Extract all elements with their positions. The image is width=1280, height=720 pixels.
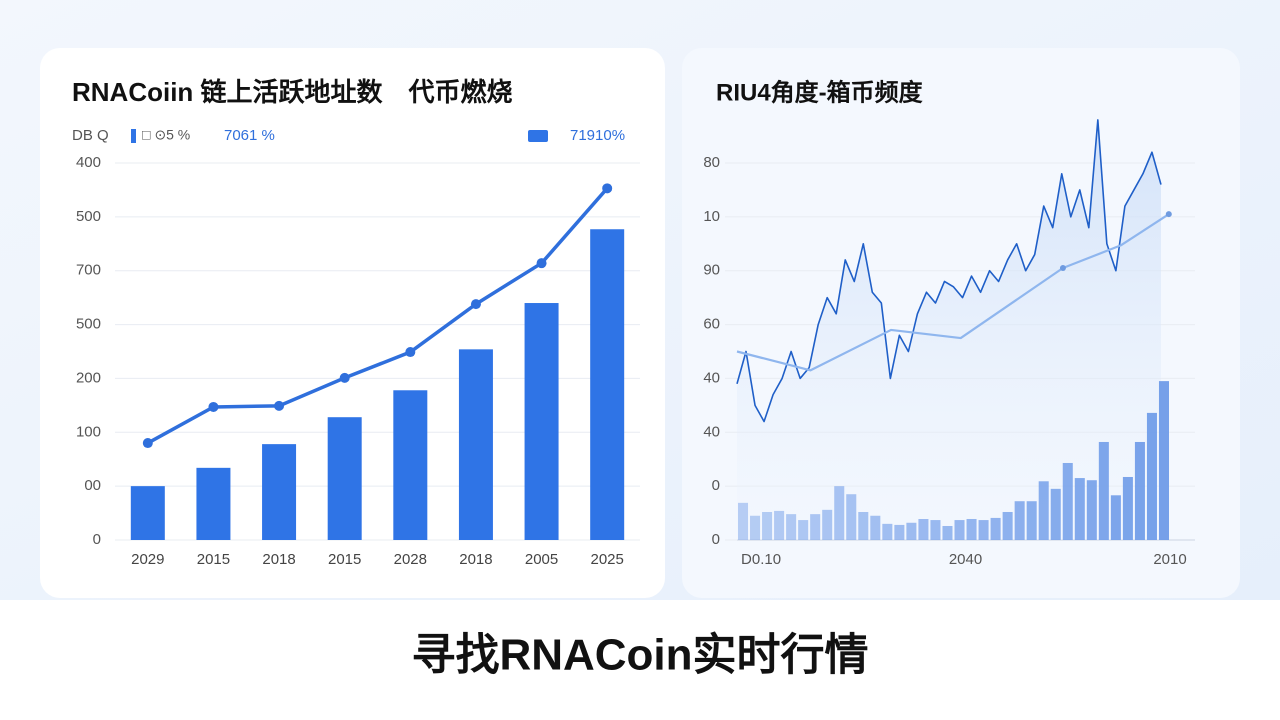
bar — [1158, 381, 1169, 540]
line-point — [470, 299, 481, 310]
x-tick-label: 2005 — [525, 551, 558, 568]
bar — [786, 514, 797, 540]
bar — [762, 511, 773, 540]
legend-icon — [131, 129, 136, 143]
bar — [590, 229, 625, 540]
x-tick-label: 2029 — [131, 551, 164, 568]
y-tick-label: 0 — [712, 531, 720, 548]
y-tick-label: 400 — [76, 154, 101, 171]
chart-title: RIU4角度-箱币频度 — [716, 78, 924, 106]
bar — [942, 525, 953, 540]
x-tick-label: 2015 — [328, 551, 361, 568]
note: □ ⊙5 % — [142, 127, 190, 143]
bar — [1074, 478, 1085, 540]
bar — [846, 494, 857, 540]
bar — [774, 510, 785, 540]
bar — [1038, 481, 1049, 540]
subtitle: DB Q — [72, 127, 109, 144]
bar — [130, 486, 165, 540]
bar — [798, 520, 809, 540]
line-point — [1059, 265, 1066, 272]
bar — [1110, 495, 1121, 540]
bar — [1134, 441, 1145, 540]
line — [736, 213, 1170, 372]
bar — [930, 520, 941, 540]
line-point — [208, 401, 219, 412]
bar — [978, 520, 989, 540]
x-tick-label: 2025 — [591, 551, 624, 568]
bar — [750, 515, 761, 540]
line-point — [405, 347, 416, 358]
bar — [966, 518, 977, 540]
legend-swatch — [528, 130, 548, 142]
y-tick-label: 00 — [84, 477, 101, 494]
bar — [738, 502, 749, 540]
bar — [1062, 462, 1073, 540]
y-tick-label: 700 — [76, 262, 101, 279]
line-point — [536, 258, 547, 269]
line-point — [339, 372, 350, 383]
x-tick-label: 2018 — [262, 551, 295, 568]
x-tick-label: 2010 — [1153, 551, 1186, 568]
bar — [1002, 511, 1013, 540]
bar — [894, 524, 905, 540]
bar — [954, 520, 965, 540]
y-tick-label: 100 — [76, 423, 101, 440]
x-tick-label: 2028 — [394, 551, 427, 568]
line — [146, 187, 609, 445]
y-tick-label: 500 — [76, 208, 101, 225]
y-tick-label: 80 — [703, 154, 720, 171]
bar — [870, 515, 881, 540]
y-tick-label: 0 — [712, 477, 720, 494]
bar — [918, 518, 929, 540]
x-tick-label: 2015 — [197, 551, 230, 568]
bar — [458, 349, 493, 540]
y-tick-label: 0 — [93, 531, 101, 548]
caption: 寻找RNACoin实时行情 — [411, 631, 868, 680]
area-fill — [737, 119, 1161, 541]
y-tick-label: 40 — [703, 369, 720, 386]
line-point — [1165, 211, 1172, 218]
y-tick-label: 40 — [703, 423, 720, 440]
bar — [990, 517, 1001, 540]
bar — [1026, 501, 1037, 540]
bar — [810, 514, 821, 540]
bar — [1014, 501, 1025, 540]
x-tick-label: 2018 — [459, 551, 492, 568]
y-tick-label: 500 — [76, 316, 101, 333]
bar — [822, 509, 833, 540]
bar — [327, 417, 362, 540]
caption-band — [0, 600, 1280, 720]
legend-label: 71910% — [570, 127, 625, 144]
line-point — [142, 438, 153, 449]
bar — [1146, 412, 1157, 540]
line-point — [602, 183, 613, 194]
y-tick-label: 90 — [703, 262, 720, 279]
bar — [834, 486, 845, 540]
y-tick-label: 200 — [76, 369, 101, 386]
bar — [262, 444, 297, 540]
bar — [1086, 480, 1097, 540]
bar — [1122, 476, 1133, 540]
bar — [858, 511, 869, 540]
y-tick-label: 10 — [703, 208, 720, 225]
bar — [882, 523, 893, 540]
card — [40, 48, 665, 598]
line-point — [274, 400, 285, 411]
y-tick-label: 60 — [703, 316, 720, 333]
bar — [1050, 488, 1061, 540]
chart-title: RNACoiin 链上活跃地址数 代币燃烧 — [72, 77, 513, 107]
x-tick-label: 2040 — [949, 551, 982, 568]
bar — [524, 303, 559, 540]
legend-label: 7061 % — [224, 127, 275, 144]
bar — [1098, 441, 1109, 540]
bar — [196, 467, 231, 540]
x-tick-label: D0.10 — [741, 551, 781, 568]
bar — [906, 522, 917, 540]
bar — [393, 390, 428, 540]
